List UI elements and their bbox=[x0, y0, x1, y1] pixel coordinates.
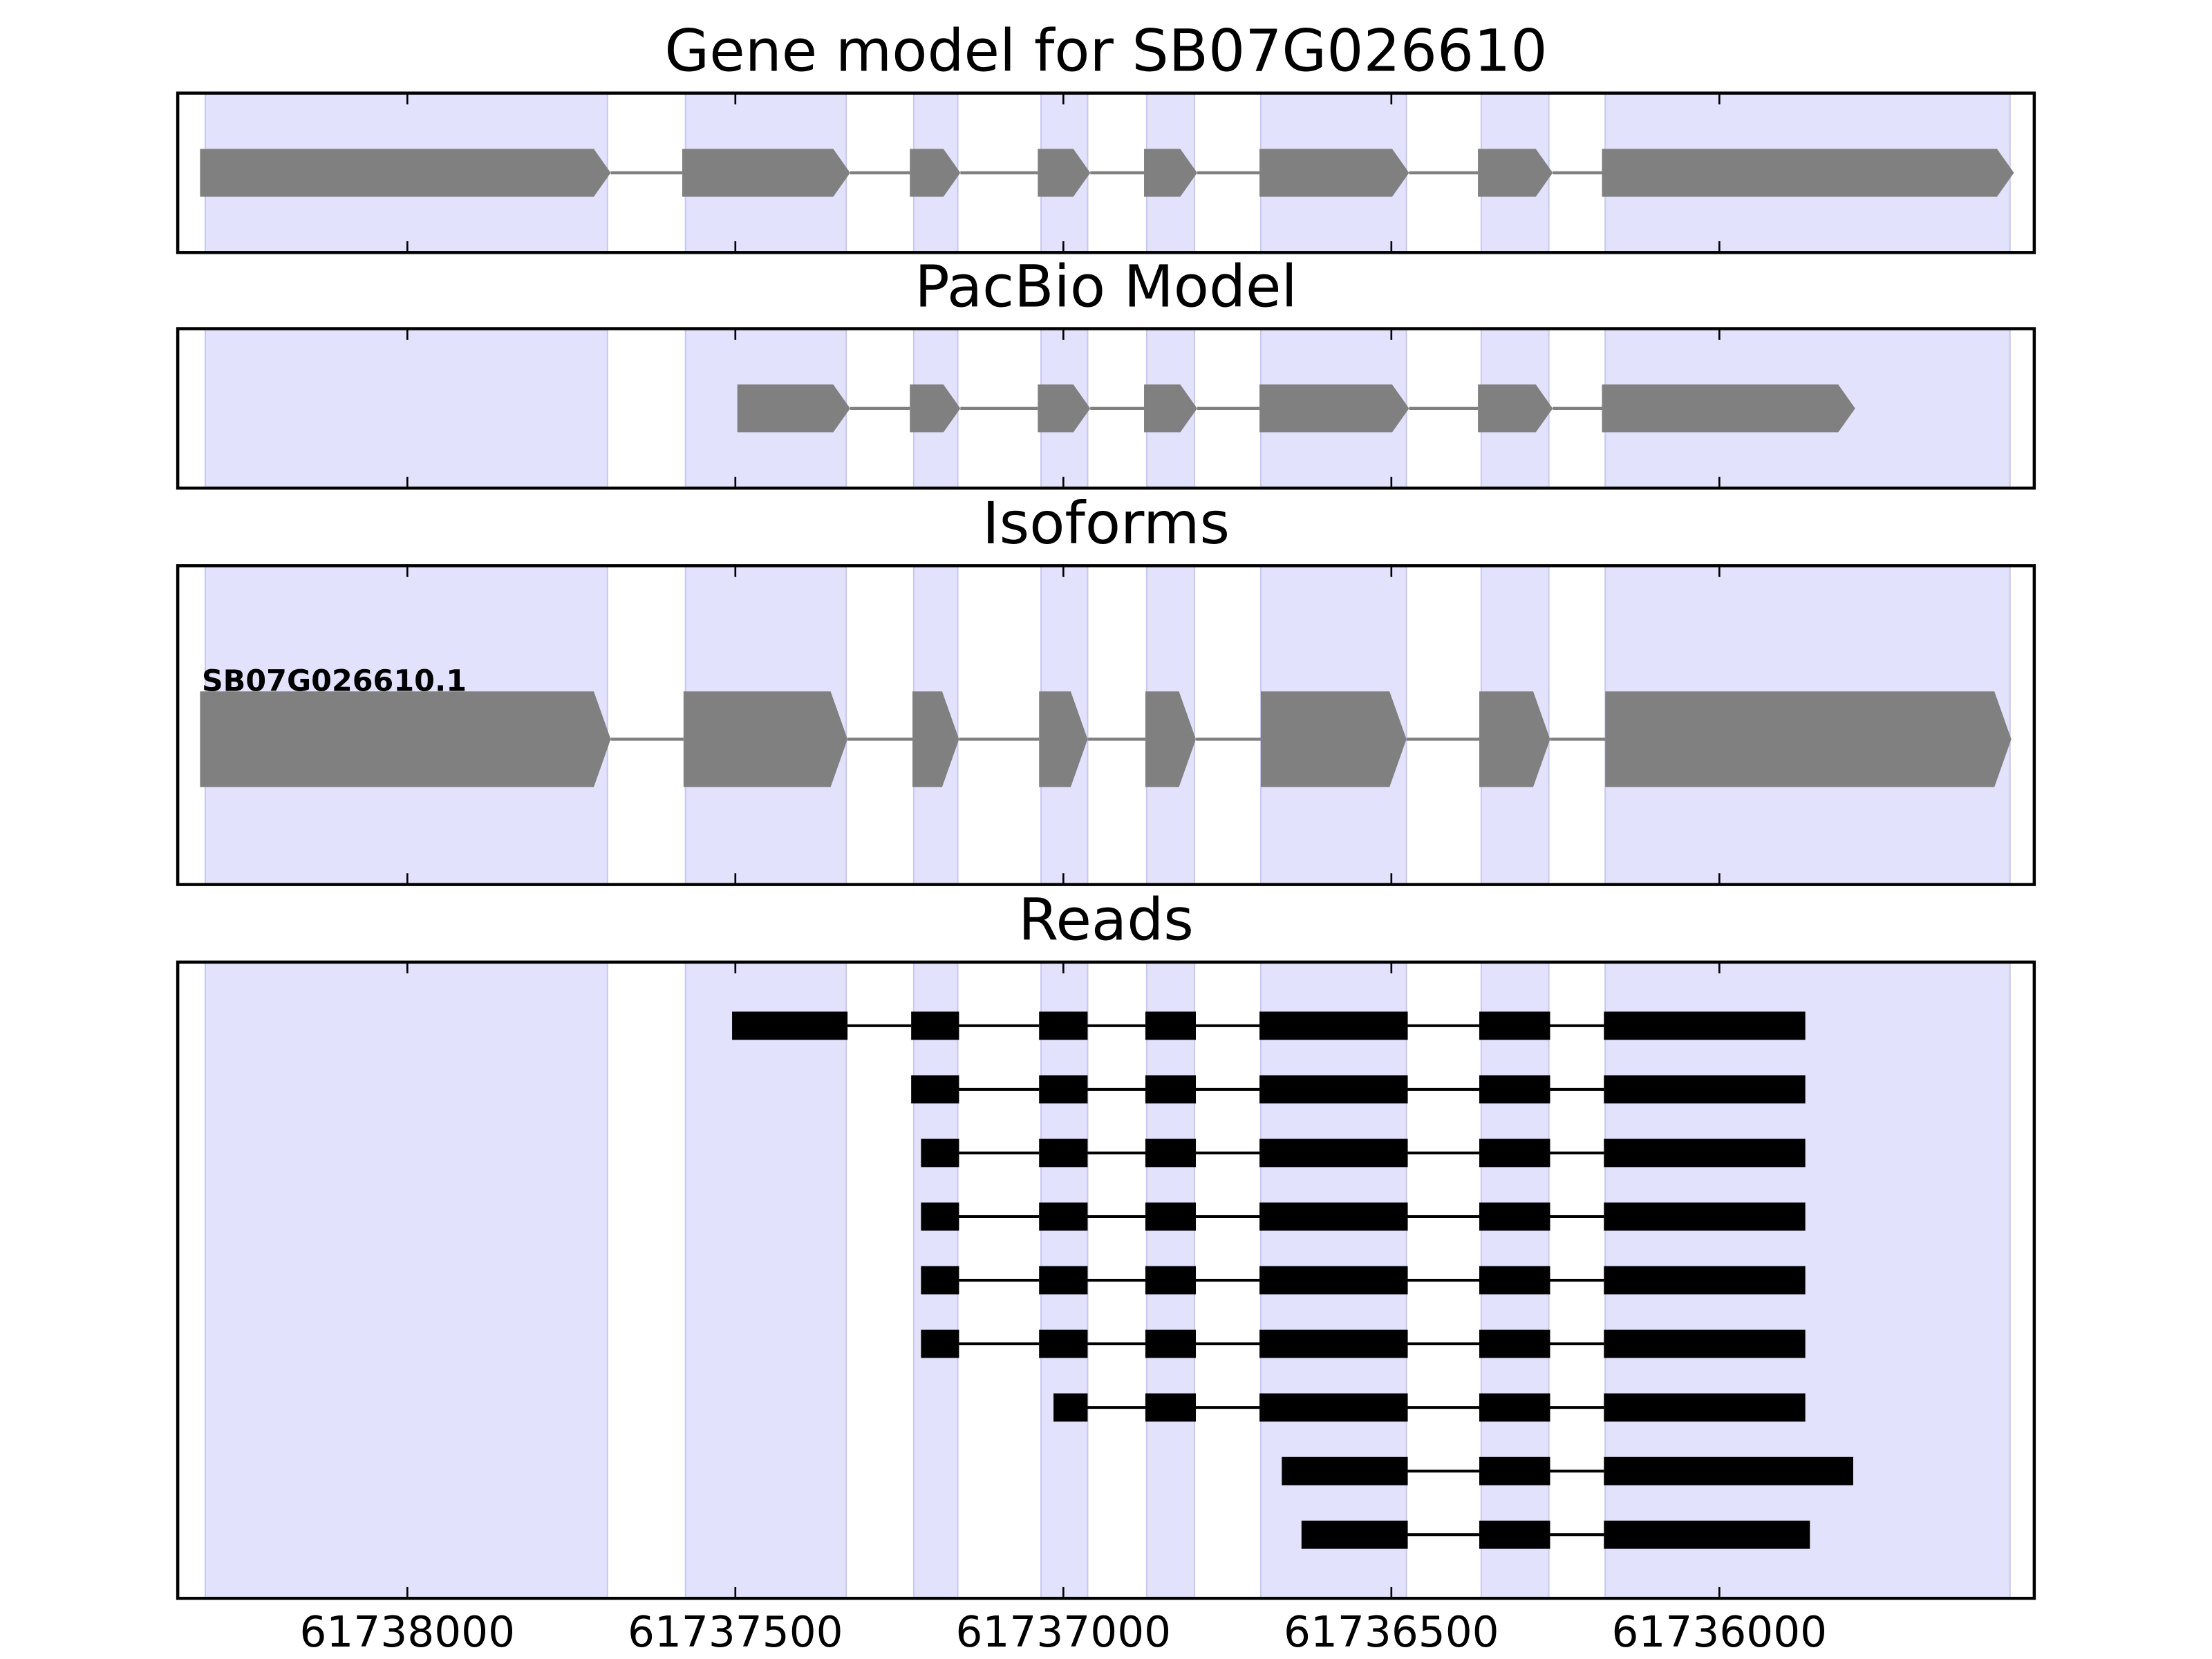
read-block bbox=[1479, 1329, 1550, 1358]
read-block bbox=[1259, 1138, 1408, 1168]
read-block bbox=[1039, 1202, 1088, 1231]
read-block bbox=[1604, 1520, 1810, 1549]
read-block bbox=[1145, 1075, 1197, 1104]
read-block bbox=[1039, 1075, 1088, 1104]
read-block bbox=[1479, 1202, 1550, 1231]
exon bbox=[910, 384, 961, 433]
exon-region bbox=[204, 328, 608, 489]
read-block bbox=[1604, 1075, 1806, 1104]
read-block bbox=[921, 1202, 959, 1231]
x-tick-label: 61736000 bbox=[1612, 1608, 1828, 1657]
exon bbox=[1144, 149, 1197, 197]
read-block bbox=[1145, 1393, 1197, 1422]
read-block bbox=[1479, 1456, 1550, 1485]
read-block bbox=[1039, 1329, 1088, 1358]
panel-frame bbox=[176, 327, 2036, 490]
exon bbox=[737, 384, 850, 433]
exon bbox=[1145, 691, 1197, 787]
read-block bbox=[1282, 1456, 1408, 1485]
read-block bbox=[1259, 1329, 1408, 1358]
exon-region bbox=[204, 961, 608, 1600]
read-block bbox=[1301, 1520, 1408, 1549]
exon bbox=[1144, 384, 1197, 433]
read-block bbox=[921, 1266, 959, 1295]
read-block bbox=[1604, 1202, 1806, 1231]
exon bbox=[1039, 691, 1088, 787]
exon bbox=[910, 149, 961, 197]
read-block bbox=[1259, 1011, 1408, 1040]
exon-region bbox=[684, 961, 847, 1600]
read-block bbox=[1145, 1138, 1197, 1168]
exon bbox=[1038, 384, 1091, 433]
read-block bbox=[1479, 1266, 1550, 1295]
exon bbox=[1479, 691, 1550, 787]
read-block bbox=[1604, 1011, 1806, 1040]
exon bbox=[1602, 149, 2014, 197]
read-block bbox=[1145, 1202, 1197, 1231]
read-block bbox=[1259, 1075, 1408, 1104]
exon bbox=[1478, 384, 1553, 433]
panel-title: Reads bbox=[1018, 886, 1194, 954]
exon bbox=[1602, 384, 1855, 433]
read-block bbox=[1259, 1266, 1408, 1295]
read-block bbox=[1259, 1393, 1408, 1422]
exon bbox=[1259, 149, 1409, 197]
exon bbox=[912, 691, 959, 787]
exon bbox=[1478, 149, 1553, 197]
panel-title: Isoforms bbox=[982, 489, 1230, 557]
panel-frame bbox=[176, 960, 2036, 1600]
read-block bbox=[1039, 1138, 1088, 1168]
read-block bbox=[1479, 1011, 1550, 1040]
exon bbox=[683, 691, 848, 787]
panel-title: PacBio Model bbox=[915, 252, 1297, 320]
read-block bbox=[1479, 1393, 1550, 1422]
read-block bbox=[732, 1011, 848, 1040]
read-block bbox=[911, 1011, 959, 1040]
exon bbox=[1260, 691, 1407, 787]
read-block bbox=[921, 1329, 959, 1358]
read-block bbox=[1039, 1266, 1088, 1295]
read-block bbox=[1604, 1456, 1853, 1485]
read-block bbox=[1604, 1138, 1806, 1168]
exon bbox=[682, 149, 850, 197]
read-block bbox=[1259, 1202, 1408, 1231]
x-tick-label: 61736500 bbox=[1284, 1608, 1499, 1657]
read-block bbox=[1053, 1393, 1088, 1422]
read-block bbox=[1145, 1011, 1197, 1040]
read-block bbox=[1145, 1329, 1197, 1358]
exon bbox=[1605, 691, 2012, 787]
read-block bbox=[1604, 1266, 1806, 1295]
read-block bbox=[911, 1075, 959, 1104]
panel-frame bbox=[176, 91, 2036, 254]
x-tick-label: 61737500 bbox=[628, 1608, 843, 1657]
read-block bbox=[1604, 1393, 1806, 1422]
read-block bbox=[1479, 1138, 1550, 1168]
exon bbox=[1259, 384, 1409, 433]
read-block bbox=[1604, 1329, 1806, 1358]
panel-title: Gene model for SB07G026610 bbox=[664, 17, 1547, 85]
exon bbox=[1038, 149, 1091, 197]
read-block bbox=[1145, 1266, 1197, 1295]
x-tick-label: 61738000 bbox=[299, 1608, 515, 1657]
exon bbox=[200, 691, 611, 787]
read-block bbox=[1479, 1520, 1550, 1549]
panel-frame bbox=[176, 564, 2036, 886]
read-block bbox=[1039, 1011, 1088, 1040]
read-block bbox=[921, 1138, 959, 1168]
read-block bbox=[1479, 1075, 1550, 1104]
exon bbox=[200, 149, 611, 197]
x-tick-label: 61737000 bbox=[956, 1608, 1172, 1657]
